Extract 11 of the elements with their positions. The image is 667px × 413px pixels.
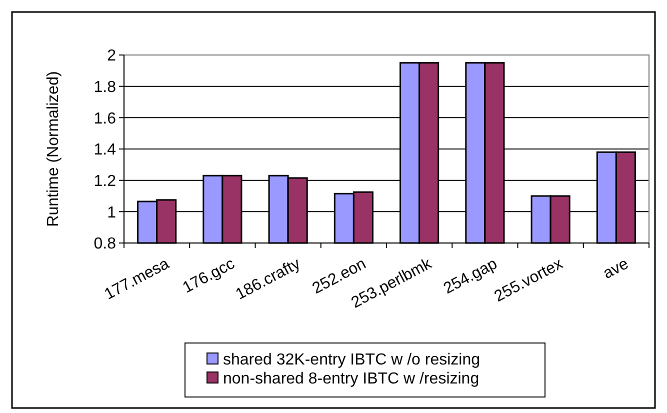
y-tick-label: 1.4 (94, 142, 116, 159)
x-tick-label: ave (600, 255, 632, 283)
legend-label: shared 32K-entry IBTC w /o resizing (223, 352, 480, 369)
y-tick-label: 0.8 (94, 236, 116, 253)
y-tick-label: 2 (107, 48, 116, 65)
y-tick-label: 1.8 (94, 78, 116, 96)
legend-label: non-shared 8-entry IBTC w /resizing (223, 370, 480, 388)
y-axis-title: Runtime (Normalized) (45, 71, 62, 227)
y-tick-label: 1 (107, 204, 116, 222)
y-tick-label: 1.2 (94, 172, 116, 190)
y-tick-label: 1.6 (94, 110, 116, 128)
